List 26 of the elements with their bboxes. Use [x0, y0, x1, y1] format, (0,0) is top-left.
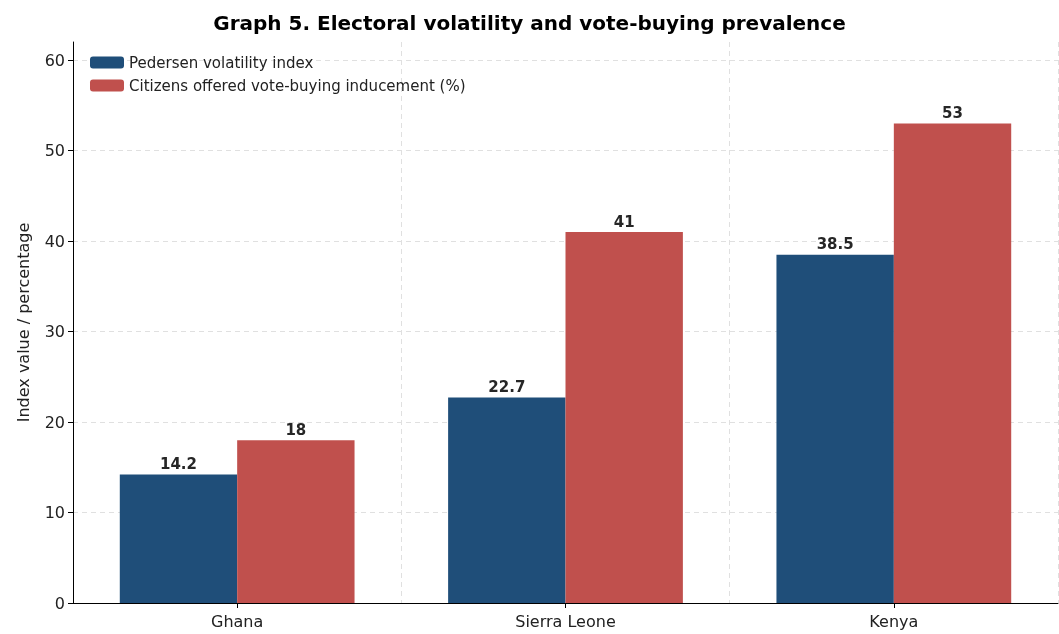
x-tick-label: Ghana — [211, 611, 264, 631]
y-tick-label: 40 — [44, 231, 65, 251]
x-tick-label: Kenya — [869, 611, 919, 631]
y-tick-label: 20 — [44, 412, 65, 432]
y-tick-label: 0 — [54, 593, 65, 613]
data-label: 18 — [285, 420, 307, 439]
legend-label: Citizens offered vote-buying inducement (%) — [129, 76, 466, 95]
y-tick-label: 30 — [44, 322, 65, 342]
x-tick-label: Sierra Leone — [515, 611, 616, 631]
data-label: 22.7 — [488, 378, 526, 397]
y-tick-label: 60 — [44, 50, 65, 70]
bar — [237, 440, 355, 603]
chart-title: Graph 5. Electoral volatility and vote-buying prevalence — [213, 11, 846, 35]
y-tick-label: 50 — [44, 141, 65, 161]
bar — [448, 397, 566, 603]
data-label: 53 — [942, 103, 963, 122]
bar — [565, 232, 683, 603]
data-label: 14.2 — [159, 455, 197, 474]
data-label: 41 — [613, 212, 635, 231]
y-tick-label: 10 — [44, 503, 65, 523]
bar — [776, 254, 894, 603]
y-axis-title: Index value / percentage — [13, 222, 33, 423]
bar — [893, 123, 1012, 603]
data-label: 38.5 — [816, 235, 854, 254]
legend-label: Pedersen volatility index — [129, 53, 314, 72]
bar — [119, 474, 238, 603]
